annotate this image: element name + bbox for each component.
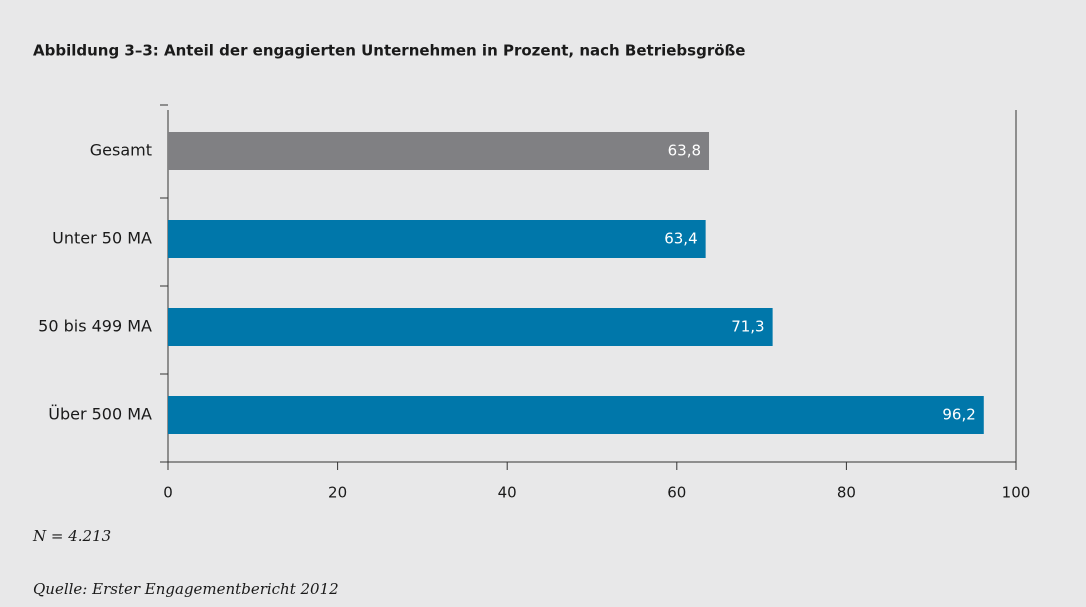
- x-tick-label: 80: [837, 484, 856, 502]
- chart-title: Abbildung 3–3: Anteil der engagierten Un…: [33, 42, 746, 60]
- note: N = 4.213: [32, 527, 111, 545]
- category-label: Gesamt: [90, 141, 152, 160]
- value-label: 96,2: [942, 406, 975, 424]
- value-label: 63,8: [668, 142, 701, 160]
- value-label: 71,3: [731, 318, 764, 336]
- source: Quelle: Erster Engagementbericht 2012: [33, 580, 339, 598]
- bar: [168, 132, 710, 170]
- bar: [168, 396, 984, 434]
- x-tick-label: 40: [498, 484, 517, 502]
- value-label: 63,4: [664, 230, 697, 248]
- x-tick-label: 0: [163, 484, 173, 502]
- bar: [168, 308, 773, 346]
- x-tick-label: 100: [1002, 484, 1031, 502]
- category-label: 50 bis 499 MA: [38, 317, 152, 336]
- category-label: Unter 50 MA: [52, 229, 152, 248]
- bar: [168, 220, 706, 258]
- category-label: Über 500 MA: [48, 405, 152, 424]
- x-tick-label: 20: [328, 484, 347, 502]
- x-tick-label: 60: [667, 484, 686, 502]
